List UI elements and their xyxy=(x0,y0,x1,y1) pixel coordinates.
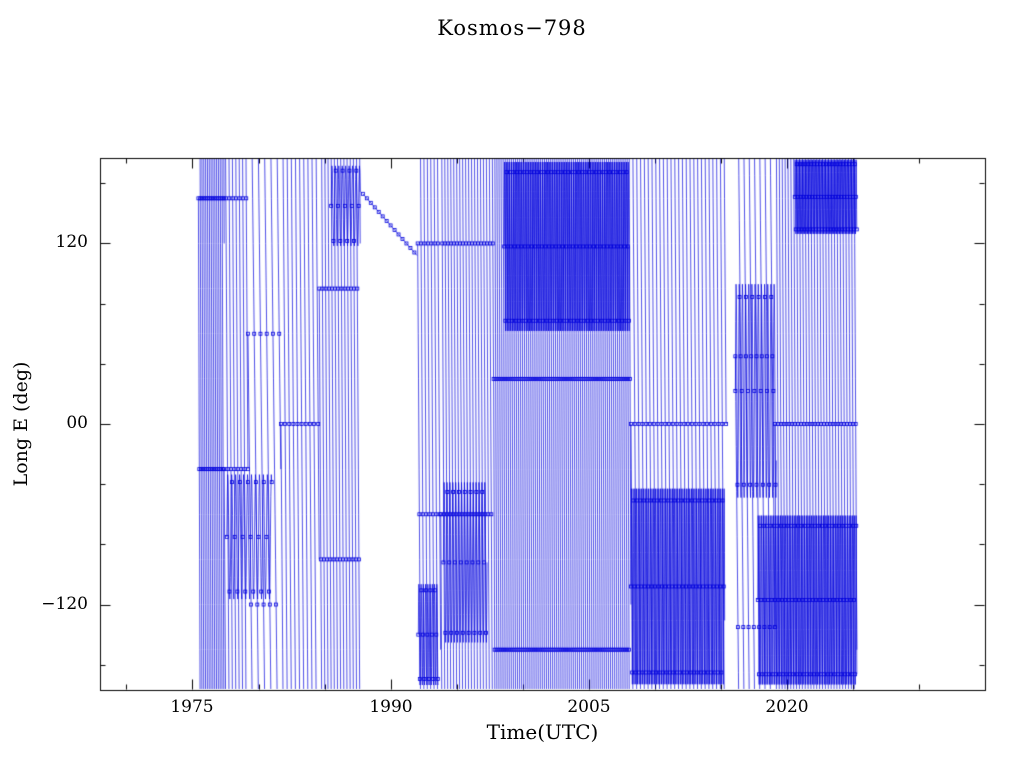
x-tick-label-2020: 2020 xyxy=(765,697,809,717)
x-axis-label: Time(UTC) xyxy=(486,720,599,744)
y-tick-label-neg120: −120 xyxy=(41,594,88,614)
chart-title: Kosmos−798 xyxy=(437,16,587,40)
x-tick-label-1990: 1990 xyxy=(369,697,413,717)
y-tick-label-120: 120 xyxy=(55,232,88,252)
y-tick-label-00: 00 xyxy=(66,413,88,433)
x-tick-label-1975: 1975 xyxy=(170,697,214,717)
x-tick-label-2005: 2005 xyxy=(567,697,611,717)
